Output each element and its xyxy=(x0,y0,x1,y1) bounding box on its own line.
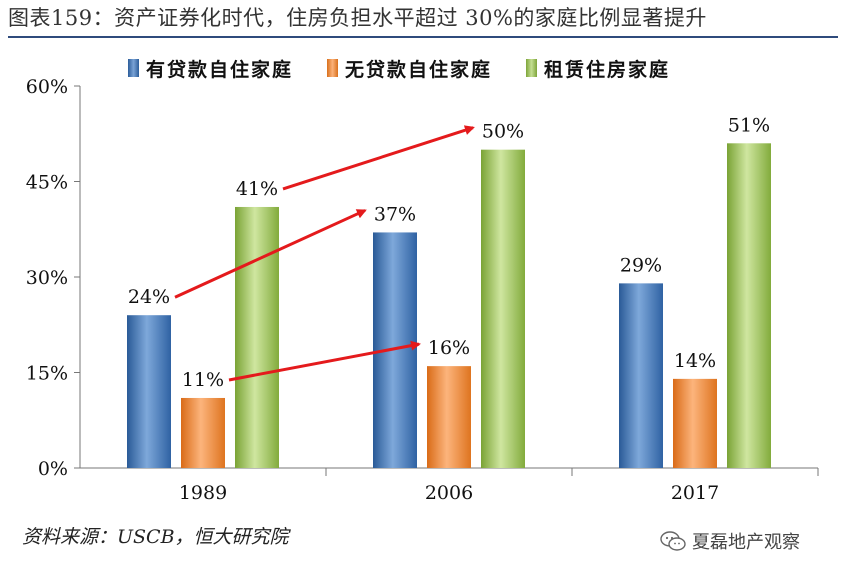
y-tick-label: 30% xyxy=(26,267,68,289)
bar-no-mortgage xyxy=(673,378,717,468)
trend-arrow xyxy=(282,125,475,191)
legend-item-no-mortgage: 无贷款自住家庭 xyxy=(327,55,492,82)
x-tick-label: 2006 xyxy=(425,482,473,504)
bar-mortgaged xyxy=(127,315,171,468)
y-tick-label: 45% xyxy=(26,172,68,194)
data-label-renter: 50% xyxy=(482,121,524,143)
legend-item-mortgaged: 有贷款自住家庭 xyxy=(128,55,293,82)
wechat-icon xyxy=(660,531,686,551)
x-tick-label: 1989 xyxy=(179,482,227,504)
bar-renter xyxy=(481,149,525,468)
y-tick-label: 0% xyxy=(38,458,68,480)
y-tick-label: 15% xyxy=(26,363,68,385)
data-label-mortgaged: 37% xyxy=(374,203,416,225)
data-label-mortgaged: 24% xyxy=(128,286,170,308)
watermark-text: 夏磊地产观察 xyxy=(692,532,800,553)
bar-renter xyxy=(727,143,771,469)
chart-bars xyxy=(127,143,771,469)
legend-label-no-mortgage: 无贷款自住家庭 xyxy=(345,58,493,81)
title-divider xyxy=(8,36,838,38)
y-tick-label: 60% xyxy=(26,76,68,98)
chart-data-labels: 24% 37% 29% 11% 16% 14% 41% 50% 51% xyxy=(128,114,770,391)
x-tick-label: 2017 xyxy=(671,482,719,504)
bar-mortgaged xyxy=(619,283,663,468)
trend-arrow xyxy=(228,340,421,382)
data-label-no-mortgage: 11% xyxy=(182,369,224,391)
data-label-renter: 41% xyxy=(236,178,278,200)
legend-swatch-renter xyxy=(526,59,538,77)
data-label-no-mortgage: 16% xyxy=(428,337,470,359)
data-label-renter: 51% xyxy=(728,114,770,136)
legend-swatch-no-mortgage xyxy=(327,59,339,77)
bar-renter xyxy=(235,206,279,468)
bar-no-mortgage xyxy=(427,366,471,468)
chart-arrows xyxy=(174,125,475,382)
watermark: 夏磊地产观察 xyxy=(660,528,800,554)
bar-no-mortgage xyxy=(181,397,225,468)
legend-item-renter: 租赁住房家庭 xyxy=(526,55,670,82)
trend-arrow xyxy=(174,209,367,299)
chart-title: 图表159：资产证券化时代，住房负担水平超过 30%的家庭比例显著提升 xyxy=(8,6,707,30)
legend: 有贷款自住家庭 无贷款自住家庭 租赁住房家庭 xyxy=(128,55,704,82)
data-label-no-mortgage: 14% xyxy=(674,350,716,372)
legend-label-renter: 租赁住房家庭 xyxy=(544,58,671,81)
legend-label-mortgaged: 有贷款自住家庭 xyxy=(146,58,294,81)
legend-swatch-mortgaged xyxy=(128,59,139,77)
data-label-mortgaged: 29% xyxy=(620,254,662,276)
source-note: 资料来源：USCB，恒大研究院 xyxy=(22,526,289,548)
